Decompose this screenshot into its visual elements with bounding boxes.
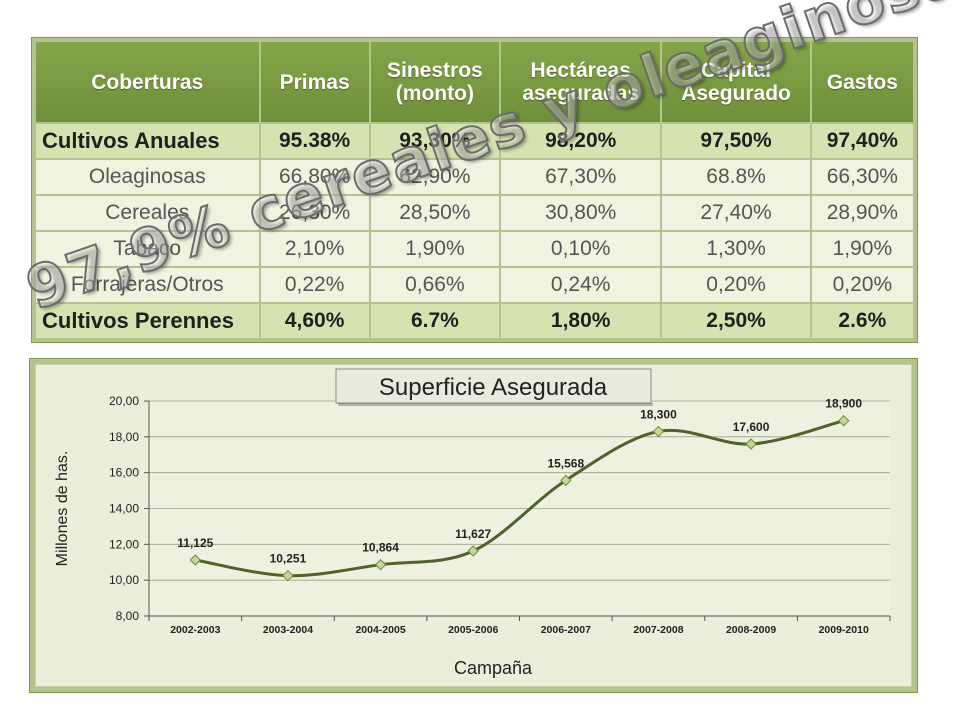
cell-gastos: 28,90% — [811, 196, 913, 230]
table-header-row: Coberturas Primas Sinestros (monto) Hect… — [36, 42, 913, 122]
row-label: Forrajeras/Otros — [36, 268, 259, 302]
cell-gastos: 0,20% — [811, 268, 913, 302]
header-sinestros: Sinestros (monto) — [370, 42, 500, 122]
cell-siniestros: 28,50% — [370, 196, 500, 230]
data-point — [189, 554, 202, 566]
table-row: Cereales 26,30% 28,50% 30,80% 27,40% 28,90% — [36, 196, 913, 230]
cell-siniestros: 93,30% — [370, 124, 500, 158]
chart-panel: 8,00 10,00 12,00 14,00 16,00 18,00 20,00 2002-2… — [35, 364, 912, 687]
cell-primas: 95.38% — [260, 124, 369, 158]
cell-primas: 0,22% — [260, 268, 369, 302]
cell-siniestros: 1,90% — [370, 232, 500, 266]
x-tick-label: 2002-2003 — [170, 624, 220, 636]
cell-capital: 2,50% — [662, 304, 810, 338]
cell-hectareas: 1,80% — [501, 304, 661, 338]
x-axis-title: Campaña — [454, 658, 533, 678]
cell-capital: 1,30% — [662, 232, 810, 266]
table-row: Cultivos Anuales 95.38% 93,30% 98,20% 97,50%… — [36, 124, 913, 158]
surface-line-chart: 8,00 10,00 12,00 14,00 16,00 18,00 20,00 2002-2… — [54, 368, 891, 678]
y-tick-label: 16,00 — [109, 466, 139, 480]
chart-title-shadow — [338, 403, 653, 406]
coverage-table: Coberturas Primas Sinestros (monto) Hect… — [34, 40, 915, 340]
cell-capital: 27,40% — [662, 196, 810, 230]
x-tick-label: 2004-2005 — [355, 624, 405, 636]
cell-hectareas: 30,80% — [501, 196, 661, 230]
cell-primas: 4,60% — [260, 304, 369, 338]
cell-primas: 26,30% — [260, 196, 369, 230]
table-row: Tabaco 2,10% 1,90% 0,10% 1,30% 1,90% — [36, 232, 913, 266]
cell-hectareas: 98,20% — [501, 124, 661, 158]
data-label: 18,300 — [640, 407, 677, 421]
x-tick-label: 2008-2009 — [726, 624, 776, 636]
series-line — [195, 419, 845, 578]
chart-title-box — [335, 368, 652, 404]
x-tick-label: 2007-2008 — [633, 624, 683, 636]
y-tick-label: 8,00 — [116, 609, 140, 623]
y-tick-label: 12,00 — [109, 537, 139, 551]
data-label: 11,125 — [177, 536, 213, 550]
y-tick-label: 10,00 — [109, 573, 139, 587]
cell-hectareas: 0,24% — [501, 268, 661, 302]
x-tick-label: 2003-2004 — [263, 624, 313, 636]
data-point — [467, 545, 479, 557]
data-label: 10,864 — [362, 541, 399, 555]
cell-siniestros: 6.7% — [370, 304, 500, 338]
x-tick-label: 2006-2007 — [541, 624, 591, 636]
table-row: Oleaginosas 66,80% 62,90% 67,30% 68.8% 66,30% — [36, 160, 913, 194]
y-tick-label: 14,00 — [109, 502, 139, 516]
x-tick-label: 2009-2010 — [819, 624, 869, 636]
table-row: Cultivos Perennes 4,60% 6.7% 1,80% 2,50% 2.6% — [36, 304, 913, 338]
x-tick-label: 2005-2006 — [448, 624, 498, 636]
cell-siniestros: 62,90% — [370, 160, 500, 194]
cell-gastos: 1,90% — [811, 232, 913, 266]
data-point — [837, 415, 850, 427]
y-tick-label: 20,00 — [109, 394, 139, 408]
data-point — [745, 438, 757, 450]
row-label: Cultivos Anuales — [36, 124, 259, 158]
data-label: 18,900 — [825, 397, 862, 411]
cell-gastos: 66,30% — [811, 160, 913, 194]
row-label: Tabaco — [36, 232, 259, 266]
table-row: Forrajeras/Otros 0,22% 0,66% 0,24% 0,20% 0,20… — [36, 268, 913, 302]
cell-primas: 2,10% — [260, 232, 369, 266]
data-label: 17,600 — [733, 420, 770, 434]
chart-frame: 8,00 10,00 12,00 14,00 16,00 18,00 20,00 2002-2… — [29, 358, 918, 693]
header-primas: Primas — [260, 42, 369, 122]
data-label: 15,568 — [547, 456, 584, 470]
header-capital: Capital Asegurado — [662, 42, 810, 122]
y-tick-label: 18,00 — [109, 430, 139, 444]
data-point — [560, 474, 572, 487]
y-axis-title: Millones de has. — [54, 451, 71, 567]
header-gastos: Gastos — [811, 42, 913, 122]
cell-gastos: 97,40% — [811, 124, 913, 158]
cell-capital: 68.8% — [662, 160, 810, 194]
cell-hectareas: 0,10% — [501, 232, 661, 266]
header-hectareas: Hectáreas aseguradas — [501, 42, 661, 122]
data-label: 11,627 — [455, 527, 491, 541]
cell-gastos: 2.6% — [811, 304, 913, 338]
chart-title: Superficie Asegurada — [379, 374, 608, 401]
row-label: Oleaginosas — [36, 160, 259, 194]
row-label: Cultivos Perennes — [36, 304, 259, 338]
cell-siniestros: 0,66% — [370, 268, 500, 302]
cell-hectareas: 67,30% — [501, 160, 661, 194]
header-coberturas: Coberturas — [36, 42, 259, 122]
row-label: Cereales — [36, 196, 259, 230]
coverage-table-frame: Coberturas Primas Sinestros (monto) Hect… — [31, 37, 918, 343]
data-point — [374, 558, 387, 571]
cell-capital: 0,20% — [662, 268, 810, 302]
cell-primas: 66,80% — [260, 160, 369, 194]
data-point — [282, 569, 294, 582]
data-label: 10,251 — [270, 552, 307, 566]
data-point — [652, 425, 665, 438]
cell-capital: 97,50% — [662, 124, 810, 158]
